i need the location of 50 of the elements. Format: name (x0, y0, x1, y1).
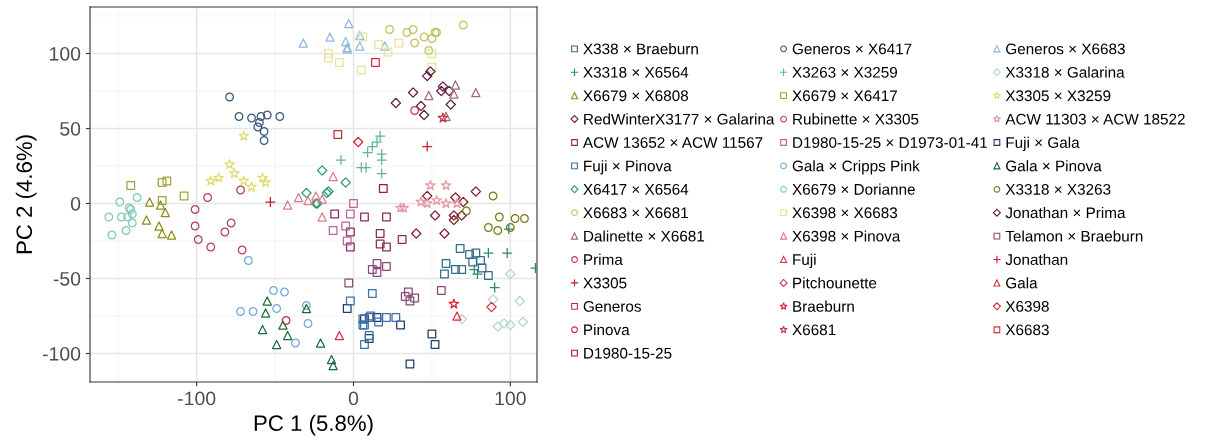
legend-label: Fuji × Pinova (584, 160, 672, 175)
legend-label: X3318 × X3263 (1005, 183, 1111, 195)
legend-label: Generos × X6683 (1006, 43, 1125, 55)
y-tick-label: -100 (42, 346, 81, 361)
x-tick-label: -100 (178, 391, 216, 406)
x-axis-title: PC 1 (5.8%) (254, 414, 373, 436)
legend-label: RedWinterX3177 × Galarina (584, 113, 775, 125)
legend-label: Braeburn (793, 300, 854, 312)
x-tick-label: 100 (495, 391, 526, 406)
legend-label: X3305 (583, 277, 627, 289)
legend-label: Rubinette × X3305 (793, 113, 919, 125)
legend-label: Telamon × Braeburn (1005, 230, 1143, 242)
legend-label: Generos × X6417 (792, 43, 912, 55)
legend-label: X3305 × X3259 (1005, 90, 1111, 102)
legend-label: X6681 (792, 324, 836, 336)
y-tick-label: 100 (50, 46, 81, 61)
legend-label: X3263 × X3259 (792, 66, 898, 78)
legend-label: X6398 × X6683 (792, 207, 898, 219)
legend-label: Fuji × Gala (1006, 136, 1080, 151)
legend-label: Prima (584, 253, 623, 266)
legend-label: X6398 × Pinova (792, 230, 901, 242)
legend-label: Fuji (793, 253, 816, 269)
legend-label: X3318 × Galarina (1005, 66, 1125, 78)
legend-label: Dalinette × X6681 (584, 230, 705, 242)
legend-label: Jonathan × Prima (1005, 206, 1126, 219)
x-tick-label: 0 (348, 391, 359, 406)
legend-label: ACW 11303 × ACW 18522 (1005, 113, 1185, 125)
legend-label: X6417 × X6564 (583, 183, 689, 195)
y-tick-label: 0 (70, 196, 81, 211)
legend-label: D1980-15-25 × D1973-01-41 (793, 137, 988, 148)
legend-label: X6679 × Dorianne (792, 183, 915, 195)
legend-label: Gala (1006, 277, 1038, 289)
legend-label: X3318 × X6564 (583, 66, 689, 78)
legend-label: Jonathan (1005, 253, 1068, 266)
legend-label: X6679 × X6417 (792, 90, 897, 102)
legend-label: Pinova (584, 324, 630, 336)
legend-label: Gala × Pinova (1006, 160, 1102, 172)
legend-label: D1980-15-25 (584, 347, 672, 359)
legend-label: X6398 (1005, 301, 1049, 312)
legend-label: X6683 (1005, 324, 1049, 336)
legend-label: X338 × Braeburn (583, 43, 698, 55)
legend-label: Generos (583, 301, 641, 312)
legend-label: X6683 × X6681 (583, 207, 688, 219)
y-tick-label: 50 (60, 121, 81, 136)
legend-label: Pitchounette (793, 277, 877, 289)
legend-label: X6679 × X6808 (583, 90, 689, 102)
y-axis-title: PC 2 (4.6%) (15, 135, 37, 254)
legend-label: Gala × Cripps Pink (792, 160, 920, 175)
y-tick-label: -50 (53, 271, 81, 286)
legend-label: ACW 13652 × ACW 11567 (582, 137, 763, 148)
